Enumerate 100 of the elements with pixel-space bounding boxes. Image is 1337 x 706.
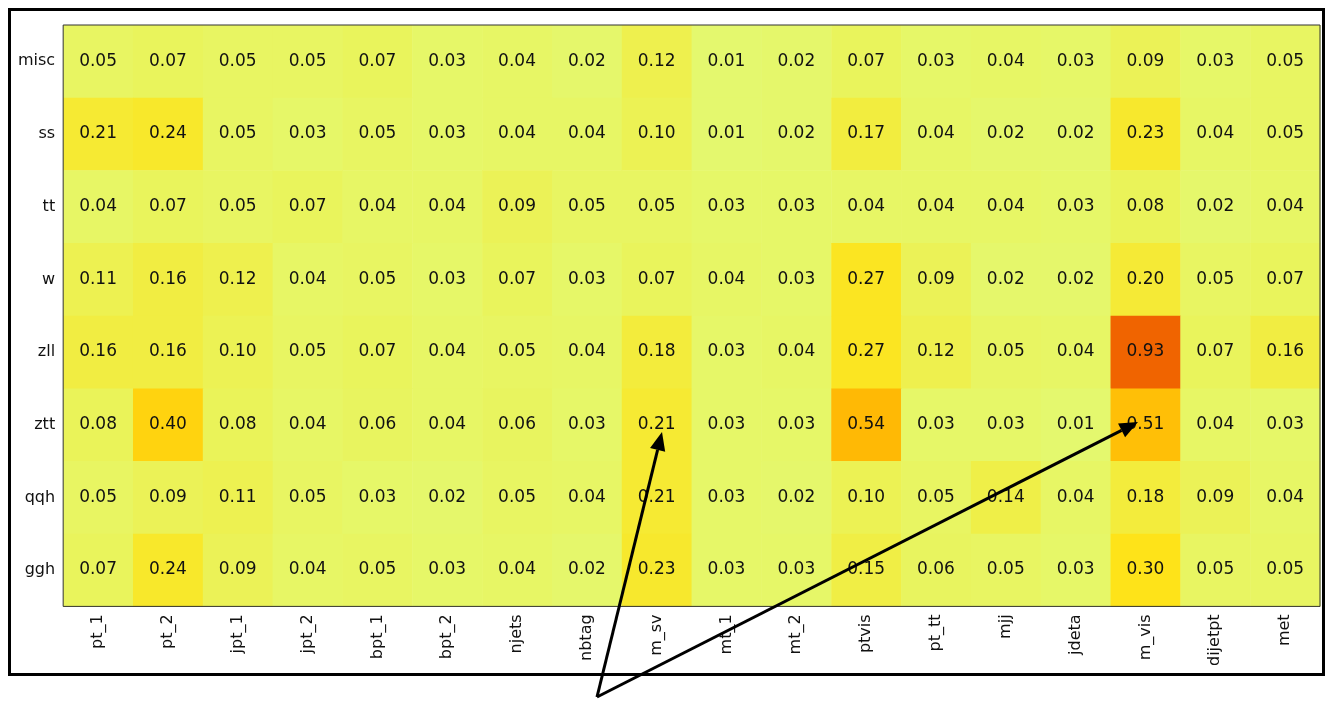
data-label: 0.05 <box>498 340 536 361</box>
data-label: 0.03 <box>358 485 397 506</box>
data-label: 0.07 <box>358 49 397 70</box>
data-label: 0.27 <box>847 340 886 361</box>
data-label: 0.03 <box>707 340 746 361</box>
data-label: 0.17 <box>847 122 886 143</box>
data-label: 0.04 <box>428 340 467 361</box>
data-label: 0.05 <box>1196 267 1235 288</box>
data-label: 0.03 <box>917 413 955 434</box>
data-label: 0.05 <box>218 49 257 70</box>
x-tick-label: mt_2 <box>785 614 806 655</box>
data-label: 0.23 <box>1126 122 1165 143</box>
data-label: 0.07 <box>498 267 536 288</box>
y-tick-label: zll <box>37 341 56 361</box>
data-label: 0.40 <box>148 413 187 434</box>
data-label: 0.04 <box>777 340 816 361</box>
data-label: 0.02 <box>986 122 1025 143</box>
data-label: 0.02 <box>567 558 606 579</box>
data-label: 0.21 <box>637 413 676 434</box>
y-tick-label: ss <box>38 123 56 143</box>
data-label: 0.04 <box>917 195 955 216</box>
data-label: 0.07 <box>847 49 886 70</box>
data-label: 0.03 <box>1056 49 1095 70</box>
data-label: 0.04 <box>567 122 606 143</box>
data-label: 0.05 <box>498 485 536 506</box>
data-label: 0.07 <box>288 195 327 216</box>
data-label: 0.20 <box>1126 267 1165 288</box>
data-label: 0.07 <box>148 195 187 216</box>
x-tick-label: m_vis <box>1134 614 1155 661</box>
data-label: 0.05 <box>218 122 257 143</box>
data-label: 0.04 <box>498 122 536 143</box>
x-tick-label: mt_1 <box>715 614 736 655</box>
y-tick-label: misc <box>17 50 56 70</box>
y-tick-label: qqh <box>24 486 56 506</box>
data-label: 0.03 <box>707 195 746 216</box>
data-label: 0.18 <box>637 340 676 361</box>
data-label: 0.09 <box>1126 49 1165 70</box>
data-label: 0.02 <box>1056 122 1095 143</box>
x-tick-label: pt_2 <box>157 614 178 650</box>
data-label: 0.03 <box>986 413 1025 434</box>
data-label: 0.24 <box>148 122 187 143</box>
data-label: 0.01 <box>707 122 746 143</box>
data-label: 0.05 <box>567 195 606 216</box>
x-tick-label: pt_tt <box>925 614 946 652</box>
data-label: 0.03 <box>428 49 467 70</box>
data-label: 0.05 <box>358 558 397 579</box>
data-label: 0.07 <box>79 558 118 579</box>
data-label: 0.04 <box>707 267 746 288</box>
data-label: 0.03 <box>1266 413 1305 434</box>
data-label: 0.10 <box>218 340 257 361</box>
data-label: 0.08 <box>79 413 118 434</box>
data-label: 0.03 <box>707 413 746 434</box>
data-label: 0.02 <box>777 122 816 143</box>
data-label: 0.04 <box>358 195 397 216</box>
data-label: 0.05 <box>358 122 397 143</box>
x-tick-label: jpt_2 <box>296 614 317 655</box>
data-label: 0.03 <box>1056 195 1095 216</box>
x-tick-label: jdeta <box>1064 614 1084 656</box>
data-label: 0.21 <box>79 122 118 143</box>
data-label: 0.09 <box>1196 485 1235 506</box>
y-tick-label: w <box>42 268 56 288</box>
data-label: 0.12 <box>218 267 257 288</box>
data-label: 0.03 <box>777 267 816 288</box>
data-label: 0.08 <box>218 413 257 434</box>
data-label: 0.05 <box>79 485 118 506</box>
data-label: 0.04 <box>428 413 467 434</box>
x-tick-label: m_sv <box>645 614 666 656</box>
data-label: 0.04 <box>847 195 886 216</box>
data-label: 0.04 <box>1266 195 1305 216</box>
data-label: 0.23 <box>637 558 676 579</box>
data-label: 0.03 <box>707 485 746 506</box>
data-label: 0.16 <box>79 340 118 361</box>
data-label: 0.03 <box>428 558 467 579</box>
data-label: 0.07 <box>1266 267 1305 288</box>
data-label: 0.04 <box>917 122 955 143</box>
data-label: 0.04 <box>1196 413 1235 434</box>
data-label: 0.05 <box>917 485 955 506</box>
data-label: 0.02 <box>567 49 606 70</box>
data-label: 0.05 <box>1266 558 1305 579</box>
x-tick-label: met <box>1274 614 1294 647</box>
x-tick-label: jpt_1 <box>226 614 247 655</box>
data-label: 0.04 <box>498 49 536 70</box>
data-label: 0.03 <box>567 413 606 434</box>
y-tick-label: ggh <box>24 559 56 579</box>
data-label: 0.01 <box>1056 413 1095 434</box>
data-label: 0.54 <box>847 413 886 434</box>
data-label: 0.93 <box>1126 340 1165 361</box>
data-label: 0.05 <box>288 340 327 361</box>
data-label: 0.12 <box>637 49 676 70</box>
data-label: 0.05 <box>1266 122 1305 143</box>
data-label: 0.03 <box>707 558 746 579</box>
data-label: 0.04 <box>1266 485 1305 506</box>
data-label: 0.03 <box>288 122 327 143</box>
data-label: 0.04 <box>567 340 606 361</box>
data-label: 0.03 <box>428 122 467 143</box>
data-label: 0.12 <box>917 340 955 361</box>
x-tick-label: bpt_2 <box>436 614 457 660</box>
data-label: 0.03 <box>777 413 816 434</box>
data-label: 0.18 <box>1126 485 1165 506</box>
data-label: 0.09 <box>498 195 536 216</box>
